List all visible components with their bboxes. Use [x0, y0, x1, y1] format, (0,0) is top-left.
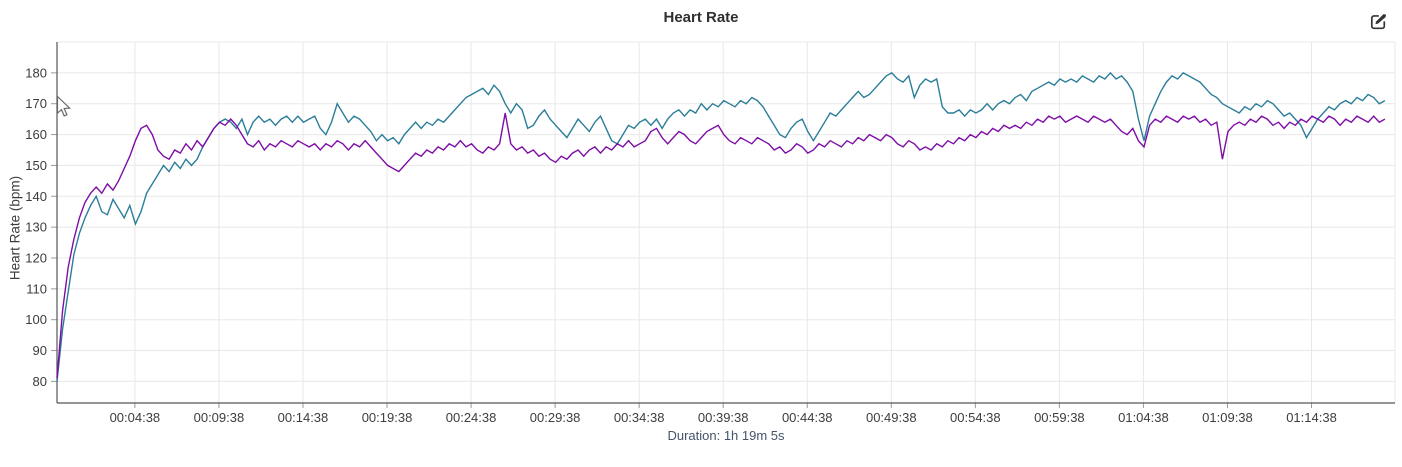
x-tick-label: 00:19:38	[362, 410, 413, 425]
chart-title: Heart Rate	[663, 9, 739, 26]
x-tick-label: 00:24:38	[446, 410, 497, 425]
y-tick-label: 80	[33, 374, 47, 389]
x-tick-label: 00:44:38	[782, 410, 833, 425]
y-tick-label: 160	[25, 127, 47, 142]
x-tick-label: 01:14:38	[1286, 410, 1337, 425]
x-tick-label: 00:49:38	[866, 410, 917, 425]
y-tick-label: 90	[33, 343, 47, 358]
y-tick-label: 130	[25, 220, 47, 235]
x-tick-label: 00:39:38	[698, 410, 749, 425]
y-tick-label: 100	[25, 312, 47, 327]
y-tick-label: 180	[25, 65, 47, 80]
series-line-purple[interactable]	[56, 112, 1386, 379]
x-axis-title: Duration: 1h 19m 5s	[667, 428, 785, 443]
edit-icon[interactable]	[1367, 11, 1389, 33]
y-tick-label: 170	[25, 96, 47, 111]
x-tick-label: 00:29:38	[530, 410, 581, 425]
x-tick-label: 01:09:38	[1202, 410, 1253, 425]
x-tick-label: 00:34:38	[614, 410, 665, 425]
y-axis-title: Heart Rate (bpm)	[7, 175, 23, 281]
x-tick-label: 00:04:38	[110, 410, 161, 425]
x-tick-label: 01:04:38	[1118, 410, 1169, 425]
series-line-teal[interactable]	[56, 71, 1386, 382]
y-tick-label: 140	[25, 189, 47, 204]
y-tick-label: 150	[25, 158, 47, 173]
x-tick-label: 00:59:38	[1034, 410, 1085, 425]
x-tick-label: 00:09:38	[194, 410, 245, 425]
y-tick-label: 110	[26, 281, 47, 296]
x-tick-label: 00:14:38	[278, 410, 329, 425]
edit-icon-glyph	[1370, 13, 1387, 29]
y-tick-label: 120	[25, 250, 47, 265]
x-tick-label: 00:54:38	[950, 410, 1001, 425]
